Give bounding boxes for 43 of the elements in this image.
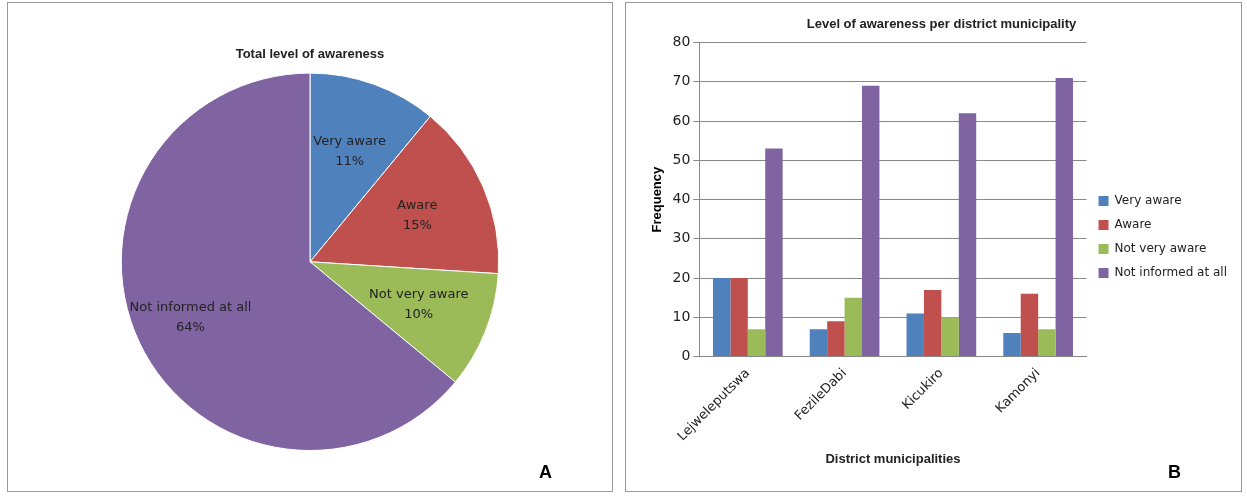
- chart-title: Level of awareness per district municipality: [806, 16, 1078, 32]
- bar: [844, 297, 863, 357]
- bar: [1003, 333, 1021, 357]
- bar: [1055, 77, 1073, 357]
- bar: [827, 321, 845, 357]
- y-tick-label: 50: [672, 150, 691, 167]
- text: A: [539, 462, 552, 483]
- bar: [809, 329, 828, 357]
- bar: [941, 317, 959, 357]
- data-label: 11%: [335, 153, 365, 169]
- data-label: 15%: [402, 216, 432, 232]
- bar: [906, 313, 924, 357]
- bar: [1038, 329, 1056, 357]
- chart-title: Total level of awareness: [235, 46, 385, 62]
- bar: [923, 289, 942, 357]
- slice-label: Not very aware: [369, 286, 469, 302]
- y-tick-label: 30: [672, 229, 691, 246]
- bar: [1020, 293, 1039, 357]
- y-tick-label: 10: [672, 308, 691, 324]
- legend-label: Not informed at all: [1114, 265, 1227, 280]
- legend-label: Aware: [1114, 217, 1152, 232]
- y-axis-title: Frequency: [649, 165, 665, 233]
- bar: [958, 113, 977, 357]
- y-tick-label: 40: [672, 190, 691, 207]
- y-tick-label: 70: [672, 72, 691, 89]
- bar: [712, 278, 731, 357]
- data-label: 64%: [176, 319, 205, 335]
- y-tick-label: 0: [681, 347, 691, 364]
- text: B: [1168, 462, 1181, 483]
- bar: [730, 278, 748, 357]
- slice-label: Aware: [397, 196, 438, 212]
- bar: [747, 329, 766, 357]
- slice-label: Not informed at all: [129, 299, 252, 315]
- slice-label: Very aware: [313, 133, 386, 149]
- bar: [862, 85, 880, 357]
- y-tick-label: 60: [672, 111, 691, 128]
- legend-label: Very aware: [1114, 193, 1182, 208]
- y-tick-label: 20: [672, 268, 691, 285]
- legend-label: Not very aware: [1114, 241, 1207, 256]
- x-axis-title: District municipalities: [825, 450, 961, 466]
- bar: [765, 148, 783, 357]
- data-label: 10%: [404, 306, 434, 322]
- y-tick-label: 80: [672, 33, 691, 50]
